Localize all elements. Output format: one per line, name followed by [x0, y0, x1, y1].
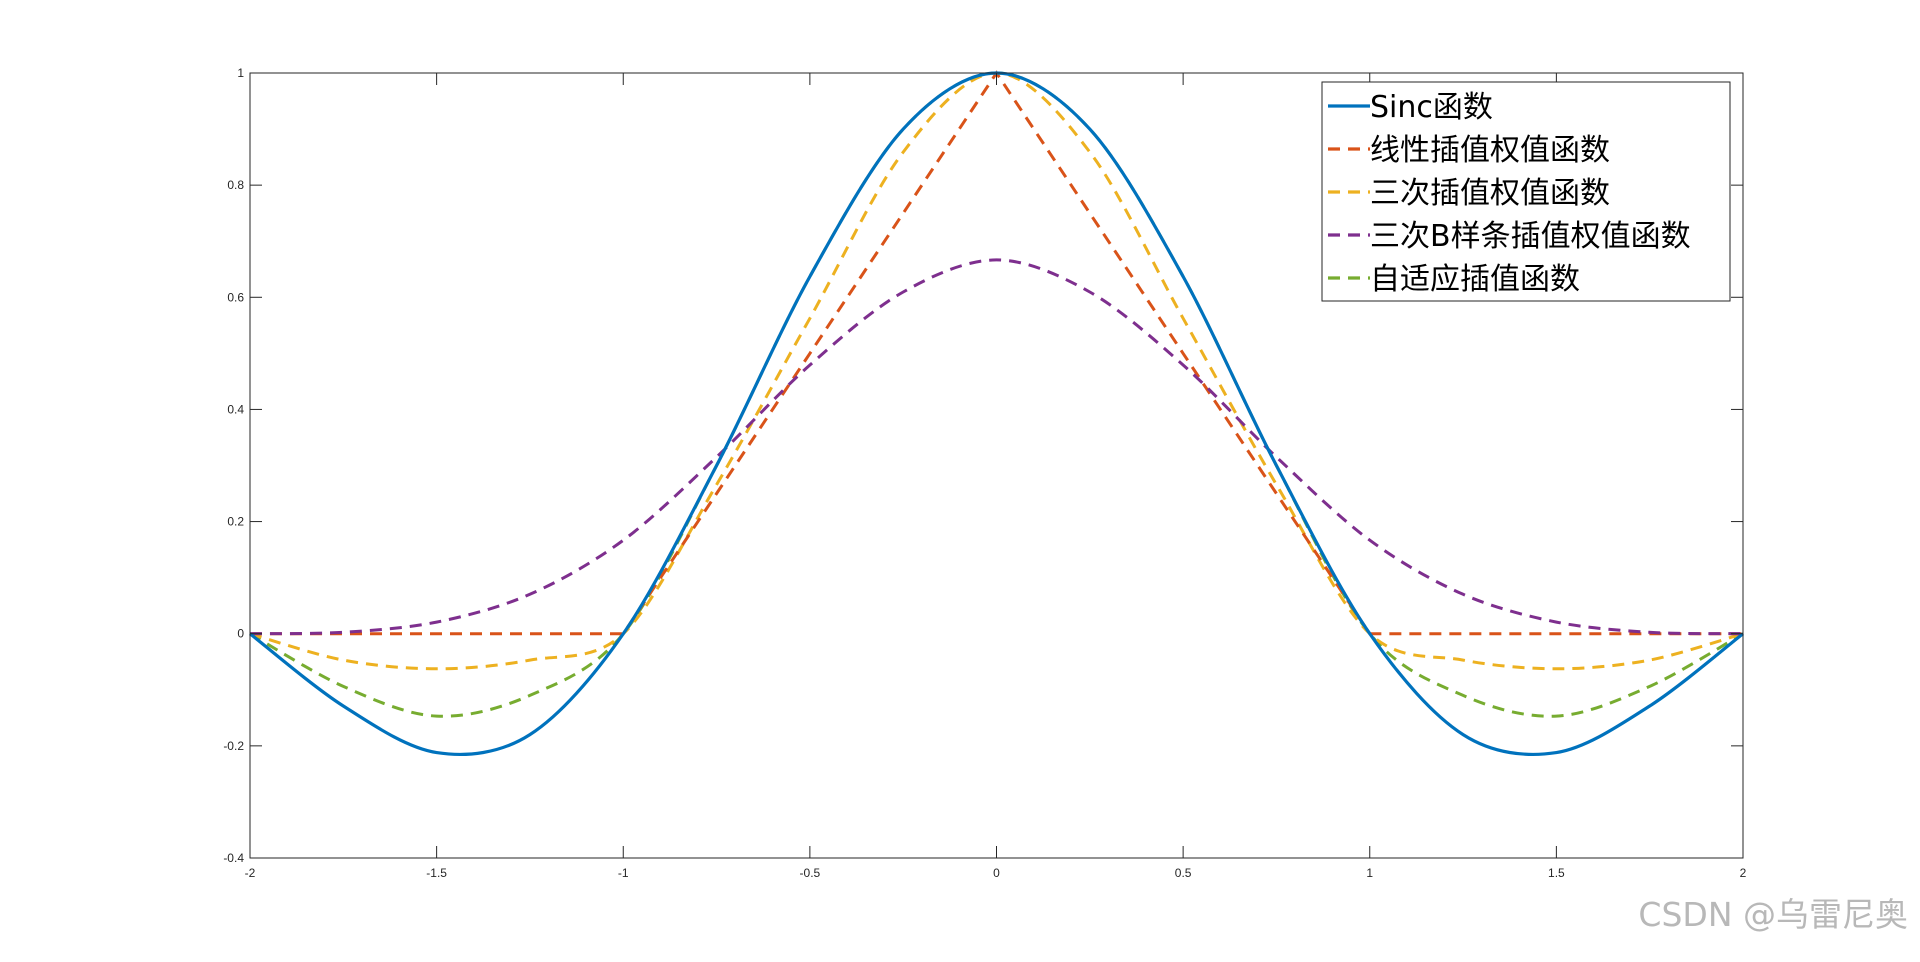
- legend-label-2: 线性插值权值函数: [1370, 133, 1610, 168]
- y-tick-label: 0.2: [227, 515, 244, 529]
- x-tick-label: -1.5: [426, 866, 447, 880]
- x-tick-label: -0.5: [800, 866, 821, 880]
- legend-label-3: 三次插值权值函数: [1370, 176, 1610, 211]
- legend-box: [1321, 81, 1731, 302]
- series-line-4: [249, 258, 1744, 636]
- x-tick-label: 2: [1740, 866, 1747, 880]
- x-tick-label: 0.5: [1175, 866, 1192, 880]
- y-tick-label: 0.8: [227, 178, 244, 192]
- x-tick-label: -1: [618, 866, 629, 880]
- legend-label-4: 三次B样条插值权值函数: [1370, 219, 1691, 254]
- legend-label-5: 自适应插值函数: [1370, 262, 1580, 297]
- x-tick-label: -2: [245, 866, 256, 880]
- watermark: CSDN @乌雷尼奥: [1638, 895, 1908, 934]
- y-tick-label: 0: [237, 627, 244, 641]
- legend-label-1: Sinc函数: [1370, 90, 1493, 125]
- x-tick-label: 1: [1366, 866, 1373, 880]
- y-tick-label: 0.6: [227, 290, 244, 304]
- y-tick-label: 1: [237, 66, 244, 80]
- x-tick-label: 1.5: [1548, 866, 1565, 880]
- axis-ticks: -2 -1.5 -1 -0.5 0 0.5 1 1.5 2 -0.4 -0.2 0 0.2 0.4 0.6 0…: [223, 66, 1746, 880]
- y-tick-label: -0.4: [223, 851, 244, 865]
- y-tick-label: -0.2: [223, 739, 244, 753]
- x-tick-label: 0: [993, 866, 1000, 880]
- y-tick-label: 0.4: [227, 402, 244, 416]
